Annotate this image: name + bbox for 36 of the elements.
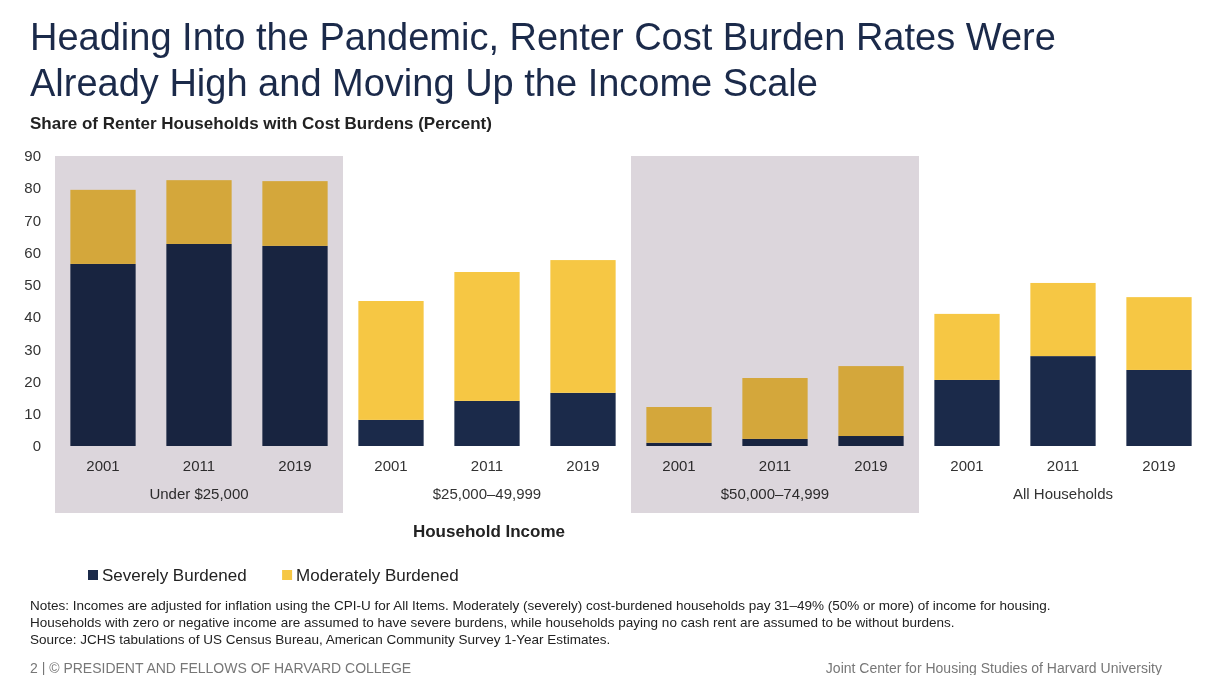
x-tick-label: 2001	[662, 457, 696, 475]
y-tick-label: 10	[24, 405, 41, 423]
y-tick-label: 70	[24, 211, 41, 229]
x-axis-title: Under $25,000	[149, 485, 249, 503]
x-axis-title: All Households	[1012, 485, 1114, 503]
text: Heading Into the Pandemic, Renter Cost Burden Rates Were Already High and Moving Up the Income Scale	[30, 16, 1056, 104]
text: Households with zero or negative income are assumed to have severe burdens, while households paying no cash rent are assumed to be without burdens.	[30, 614, 955, 630]
y-tick-label: 20	[24, 372, 41, 390]
y-tick-label: 90	[24, 147, 41, 165]
x-tick-label: 2011	[182, 457, 216, 475]
y-tick-label: 80	[24, 179, 41, 197]
x-tick-label: 2019	[566, 457, 600, 475]
y-tick-label: 50	[24, 276, 41, 294]
text: Notes: Incomes are adjusted for inflation using the CPI-U for All Items. Moderately (severely) cost-burdened households pay 31–49% (50% or more) of income for housing.	[30, 597, 1051, 613]
x-tick-label: 2011	[1046, 457, 1080, 475]
y-tick-label: 0	[32, 437, 41, 455]
text: Joint Center for Housing Studies of Harvard University	[825, 659, 1162, 675]
x-tick-label: 2001	[950, 457, 984, 475]
x-tick-label: 2001	[374, 457, 408, 475]
x-tick-label: 2019	[278, 457, 312, 475]
x-tick-label: 2011	[758, 457, 792, 475]
y-tick-label: 30	[24, 340, 41, 358]
legend-label: Moderately Burdened	[296, 565, 459, 585]
y-tick-label: 60	[24, 243, 41, 261]
source-note: Source: JCHS tabulations of US Census Bureau, American Community Survey 1-Year Estimates.	[30, 631, 611, 647]
x-axis-title: $25,000–49,999	[432, 485, 542, 503]
x-tick-label: 2011	[470, 457, 504, 475]
text: 2 | © PRESIDENT AND FELLOWS OF HARVARD COLLEGE	[30, 659, 412, 675]
x-tick-label: 2019	[854, 457, 888, 475]
x-axis-title: $50,000–74,999	[720, 485, 830, 503]
text: Household Income	[412, 521, 566, 541]
y-tick-label: 40	[24, 308, 41, 326]
x-tick-label: 2019	[1142, 457, 1176, 475]
x-tick-label: 2001	[86, 457, 120, 475]
legend-label: Severely Burdened	[102, 565, 247, 585]
chart-subtitle: Share of Renter Households with Cost Burdens (Percent)	[30, 114, 492, 133]
